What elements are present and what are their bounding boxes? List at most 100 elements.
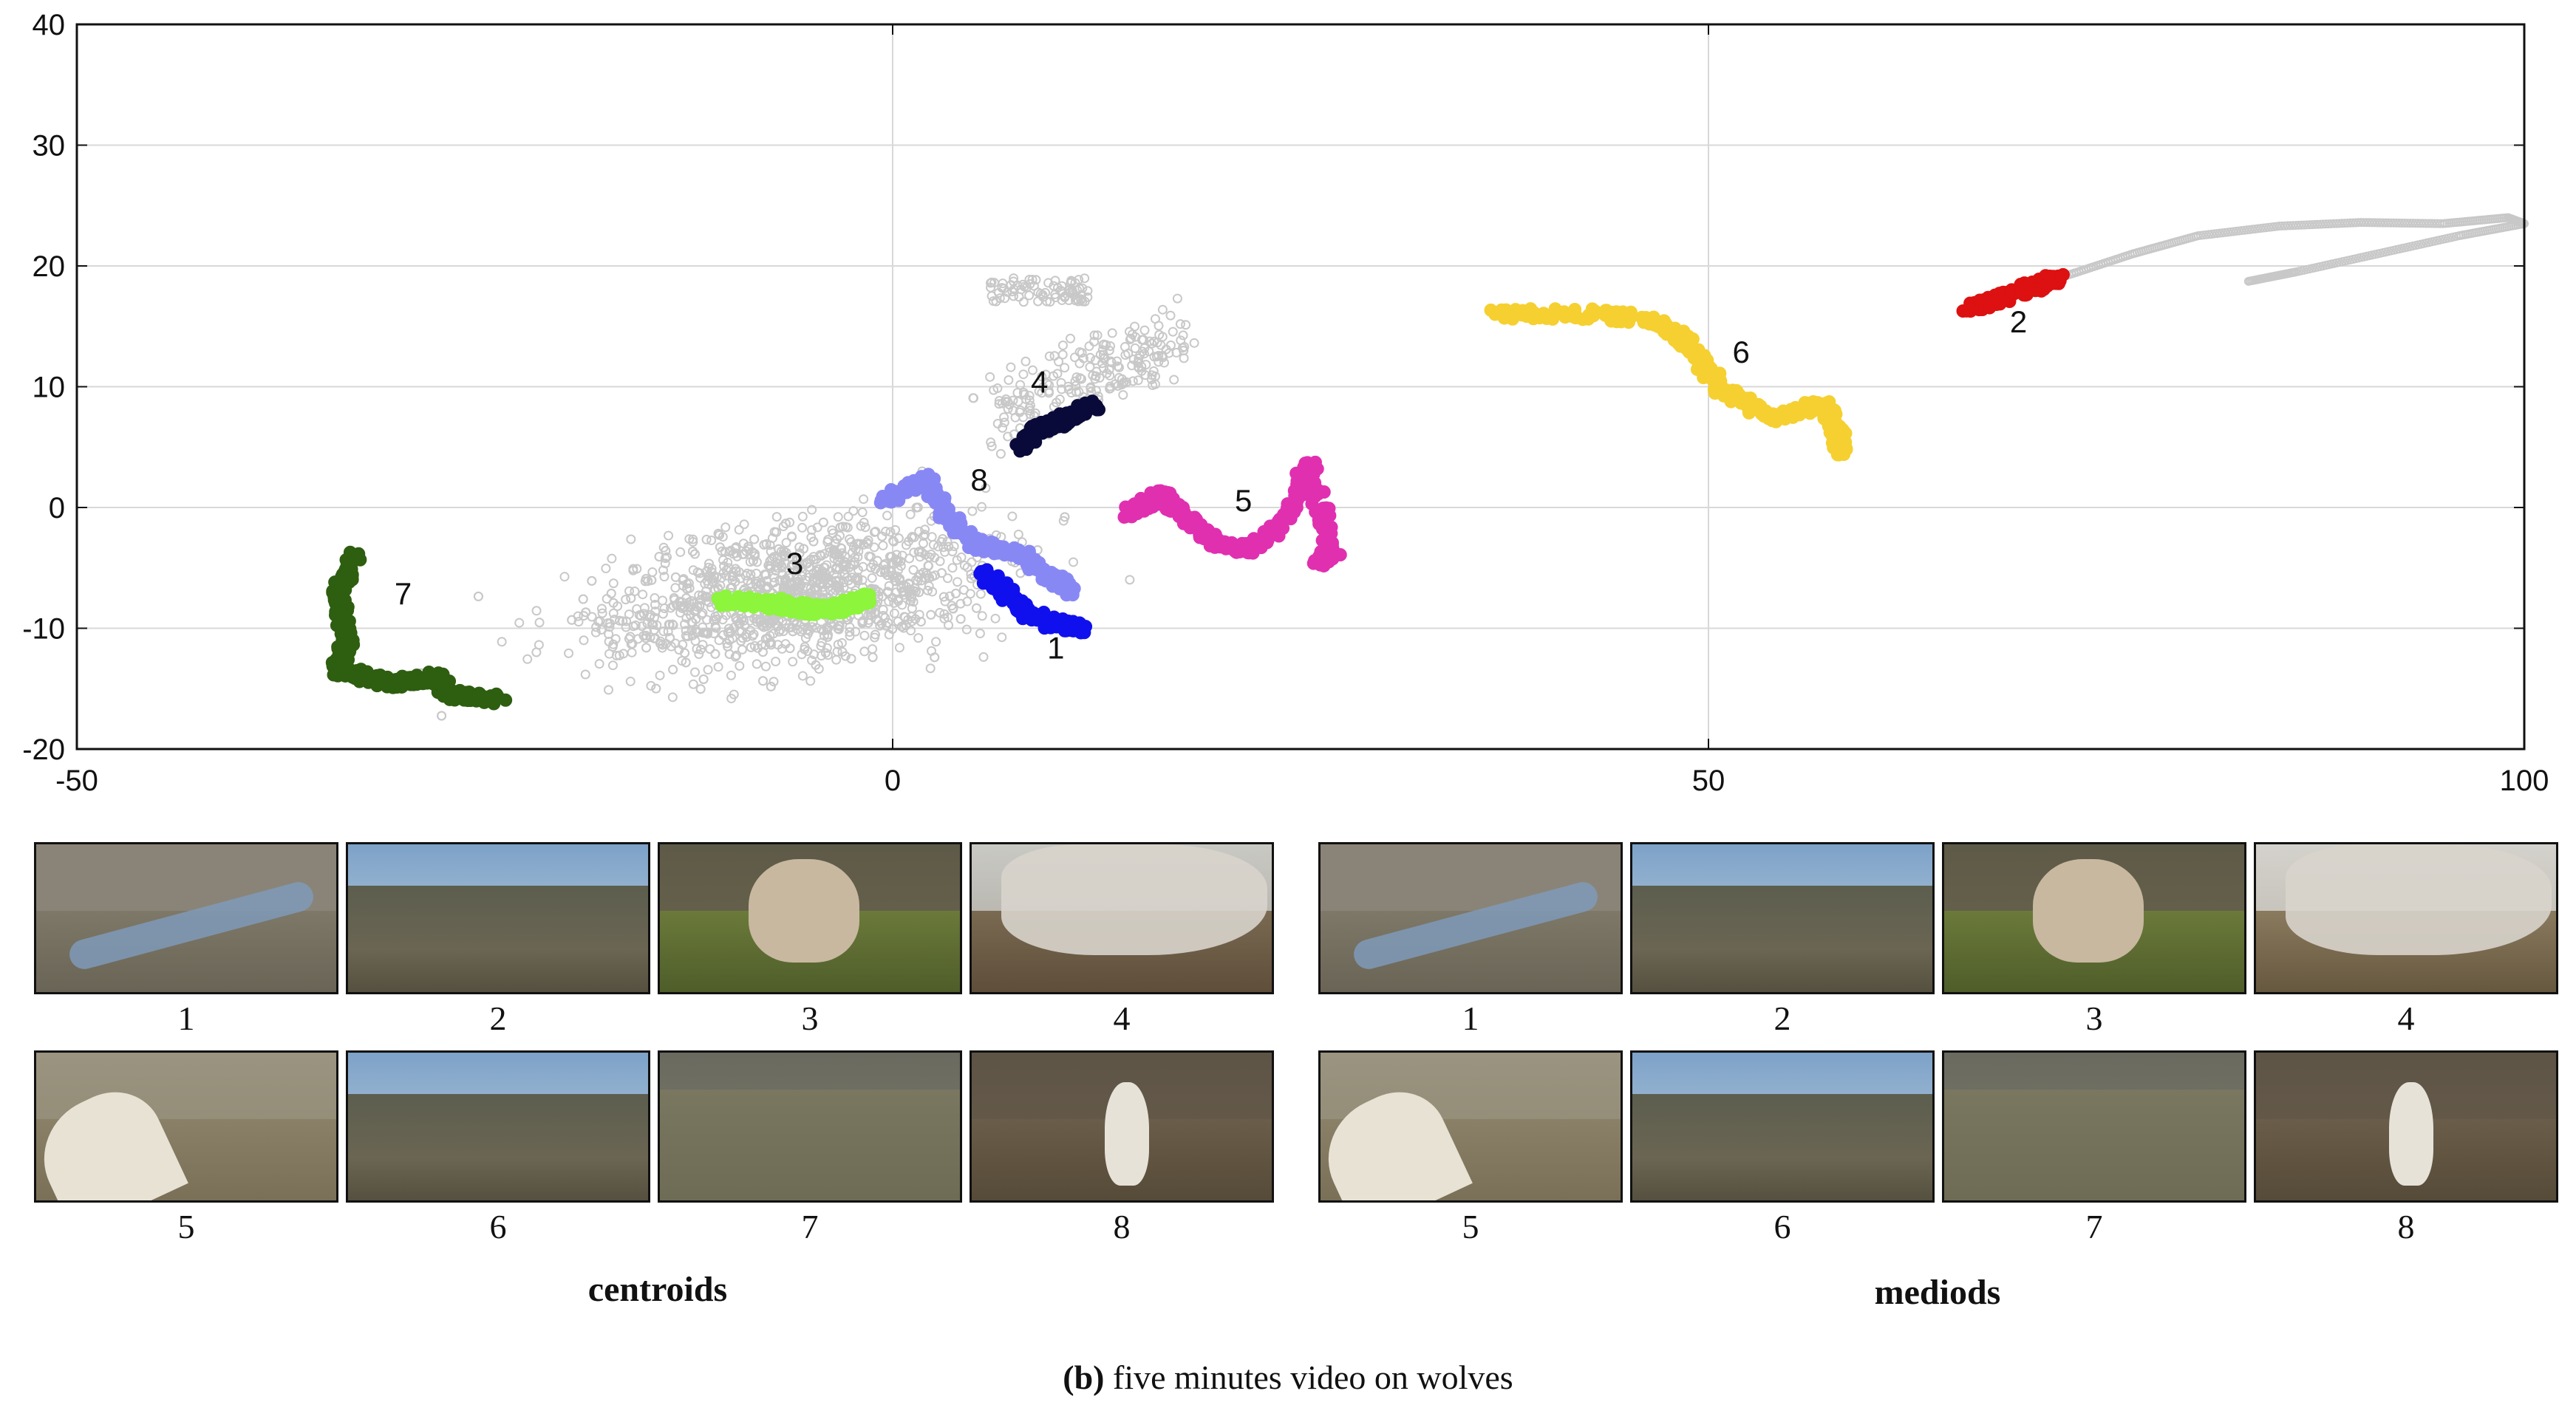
background-point [1139,349,1149,359]
background-point [694,590,704,601]
background-point [884,581,894,591]
background-point [1134,357,1144,367]
background-point [1172,293,1182,304]
background-point [834,552,844,562]
background-point [766,681,776,691]
background-point [956,552,967,562]
background-point [801,575,811,586]
background-point [615,615,625,626]
background-point [734,524,744,535]
background-point [928,540,938,550]
cluster-label-1: 1 [1047,630,1064,665]
background-point [853,575,863,585]
background-point [1181,320,1191,330]
background-point [2402,219,2412,228]
background-point [769,577,780,587]
background-point [1068,557,1078,567]
background-point [746,642,756,652]
background-point [749,551,760,561]
background-point [756,616,766,626]
background-point [2416,219,2426,228]
cluster-4-point [1085,401,1099,415]
background-point [831,550,842,560]
background-point [856,521,866,531]
thumbnail-ground [348,1094,648,1200]
plot-svg: 1 2 3 4 5 6 7 8 -50 0 50 100 -20 -10 0 10 20 30 40 [22,9,2549,797]
background-point [2425,219,2434,228]
background-point [1105,383,1116,394]
centroids-thumbnail-label-2: 2 [489,999,507,1037]
background-point [896,621,907,632]
background-point [2305,220,2314,230]
background-point [1176,335,1186,346]
background-point [1134,353,1144,363]
background-point [1140,370,1151,380]
background-point [2294,220,2303,230]
background-point [905,596,916,606]
background-point [857,618,868,629]
background-point [1015,380,1026,390]
background-point [947,563,958,573]
background-point [1008,395,1018,406]
background-point [2291,221,2300,230]
background-point [1033,287,1043,298]
background-point [1154,350,1164,360]
background-point [985,372,995,382]
background-point [718,568,729,578]
background-point [737,644,747,654]
background-point [2370,218,2379,228]
background-point [2430,219,2439,228]
background-point [757,676,768,686]
background-point [893,533,904,544]
background-point [899,623,909,633]
background-point [1114,362,1124,372]
background-point [731,542,741,553]
cluster-label-2: 2 [2010,304,2027,339]
background-point [859,494,869,505]
background-point [923,585,933,595]
background-point [794,542,805,553]
background-point [559,572,570,582]
background-point [1118,378,1128,389]
background-point [1057,384,1067,394]
background-point [587,575,597,586]
cluster-label-7: 7 [395,576,412,611]
background-point [1133,375,1143,386]
background-point [2422,219,2431,228]
background-point [812,522,822,533]
background-point [860,522,870,533]
background-point [831,580,841,590]
wolf-pup-shape [749,859,859,963]
background-point [918,539,928,549]
background-point [2297,220,2306,230]
background-point [473,591,483,601]
background-point [1060,512,1070,522]
background-point [670,572,681,582]
background-point [814,578,825,589]
background-point [1027,275,1037,285]
background-point [935,607,945,618]
background-point [715,542,725,553]
background-point [1104,345,1114,355]
wolf-shape [1001,844,1267,955]
background-point [1030,408,1040,418]
background-point [2365,218,2374,228]
background-point [1158,352,1168,363]
background-point [1069,352,1080,363]
background-point [882,510,893,521]
wolf-shape [2286,844,2552,955]
cluster-paths [325,267,2070,711]
background-point [2307,220,2317,230]
background-point [1123,349,1134,359]
background-point [514,618,525,628]
background-point [675,547,686,557]
background-point [678,581,689,591]
background-point [747,631,757,641]
background-point [2318,219,2328,229]
background-point [737,549,748,559]
centroids-thumbnail-label-4: 4 [1113,999,1131,1037]
background-point [591,622,602,632]
background-point [1165,340,1176,350]
background-point [1085,362,1095,372]
y-tick-label: -10 [22,613,65,646]
